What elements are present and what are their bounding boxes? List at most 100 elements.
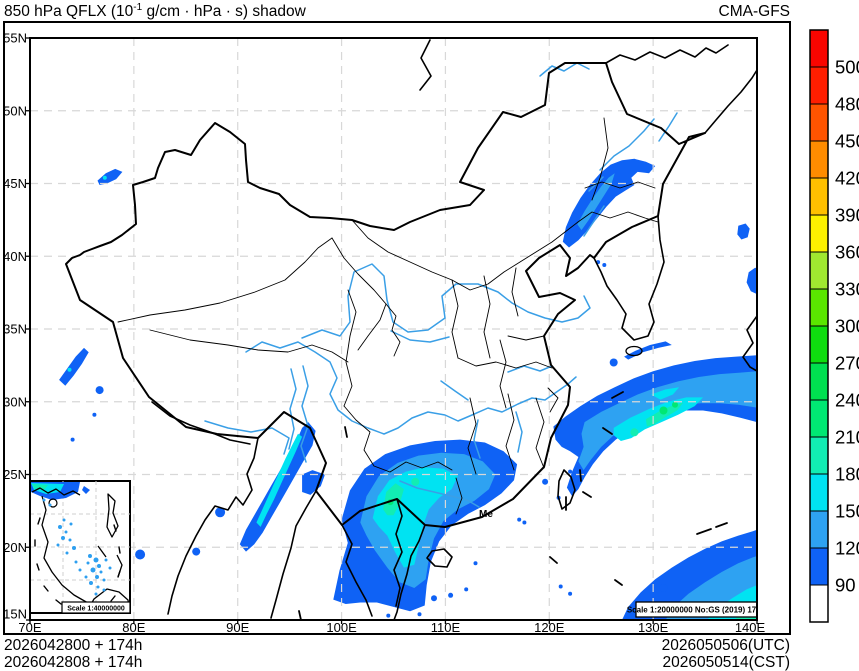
qflx-spot-90 [431,595,437,602]
qflx-spot-90 [464,587,469,592]
inset-dot [42,498,46,502]
qflx-spot-90 [522,520,527,525]
inset-dot [96,585,100,589]
scale-main-label: Scale 1:20000000 No:GS (2019) 1786 [627,606,766,615]
qflx-spot-90 [473,561,478,566]
colorbar-cell [809,473,829,512]
qflx-region-180 [645,402,684,427]
qflx-region-150 [651,387,680,400]
colorbar-tick-label: 360 [835,242,859,263]
qflx-spot-90 [558,584,563,589]
colorbar-cell [809,214,829,253]
hainan-island [426,548,453,568]
qflx-spot-90 [659,584,668,592]
yellow-river [301,263,591,339]
colorbar-tick-label: 210 [835,427,859,448]
qflx-spot-180 [411,477,420,486]
colorbar-cell [809,547,829,586]
lat-tick-label: 55N [3,31,27,46]
basemap-layer: Me Scale 1:20000000 No:GS (2019) 1786 [30,39,766,620]
qflx-spot-90 [70,437,75,442]
yangtze-river [245,341,577,435]
colorbar-cell [809,399,829,438]
lon-tick-label: 110E [431,620,461,635]
inset-dot [99,570,103,574]
qflx-region-90 [746,267,757,295]
colorbar-outline [809,29,829,623]
inset-dot [86,561,90,565]
qflx-spot-90 [517,517,522,522]
inset-dot [88,554,92,558]
inset-dot [48,503,52,507]
lat-tick-label: 25N [3,467,27,482]
colorbar-cell [809,510,829,549]
qflx-spot-90 [192,547,201,556]
qflx-spot-90 [448,592,454,598]
wei-river [390,330,450,343]
colorbar-cell [809,29,829,68]
inset-dot [69,522,73,526]
lon-tick-label: 70E [18,620,41,635]
lat-tick-label: 50N [3,103,27,118]
liao-river [583,205,605,237]
latitude-axis: 55N 50N 45N 40N 35N 30N 25N 20N 15N [3,31,30,622]
qflx-spot-180 [630,428,639,437]
colorbar-tick-label: 450 [835,131,859,152]
xiang-river [473,419,481,459]
inset-dot [84,575,88,579]
lon-tick-label: 120E [534,620,565,635]
inset-dot [90,567,96,573]
qflx-spot-90 [92,412,97,417]
jeju-island [625,345,643,357]
qflx-spot-90 [215,507,226,518]
inset-island-dots [42,498,112,596]
inset-dot [62,518,66,522]
inset-dot [102,578,106,582]
colorbar-tick-label: 120 [835,538,859,559]
inset-dot [65,551,69,555]
colorbar-cell [809,140,829,179]
colorbar-labels: 500 480 450 420 390 360 330 300 270 240 210 180 150 1… [835,57,859,596]
japan-coast-fragment [742,315,757,372]
colorbar-tick-label: 500 [835,57,859,78]
inset-dot [89,581,93,585]
colorbar-tick-label: 180 [835,464,859,485]
inset-map: Scale 1:40000000 [30,480,131,614]
pearl-river [399,480,480,508]
inset-dot [102,588,106,592]
qflx-region-150 [256,433,303,527]
qflx-spot-210 [659,406,668,415]
qflx-spot-150 [67,367,72,372]
chart-title: 850 hPa QFLX (10-1 g/cm · hPa · s) shado… [4,2,307,20]
lon-tick-label: 130E [638,620,669,635]
mekong-river [300,365,309,463]
map-area: Me Scale 1:20000000 No:GS (2019) 1786 [30,38,766,620]
lon-tick-label: 90E [226,620,249,635]
qflx-spot-150 [102,175,107,180]
inset-dot [78,568,82,572]
brahmaputra-river [204,420,290,455]
init-time-1: 2026042800 + 174h [4,637,142,654]
lat-tick-label: 30N [3,394,27,409]
inset-coastlines [31,487,131,614]
inset-dot [94,592,98,596]
russia-border-line [605,44,729,64]
colorbar-tick-label: 90 [835,575,856,596]
qflx-region-120 [578,371,757,471]
colorbar [809,29,829,623]
colorbar-tick-label: 330 [835,279,859,300]
inset-dot [93,557,99,563]
myanmar-coast [270,490,317,619]
inset-dot [104,558,108,562]
valid-time-utc: 2026050506(UTC) [662,637,790,654]
inset-dot [95,575,99,579]
colorbar-tick-label: 240 [835,390,859,411]
colorbar-cell [809,103,829,142]
qflx-region-90 [302,470,325,495]
qflx-spot-90 [135,549,146,560]
inset-dot [97,564,101,568]
salween-river [288,368,297,450]
inset-shading [31,482,90,500]
colorbar-cell [809,66,829,105]
amur-river [539,62,590,77]
